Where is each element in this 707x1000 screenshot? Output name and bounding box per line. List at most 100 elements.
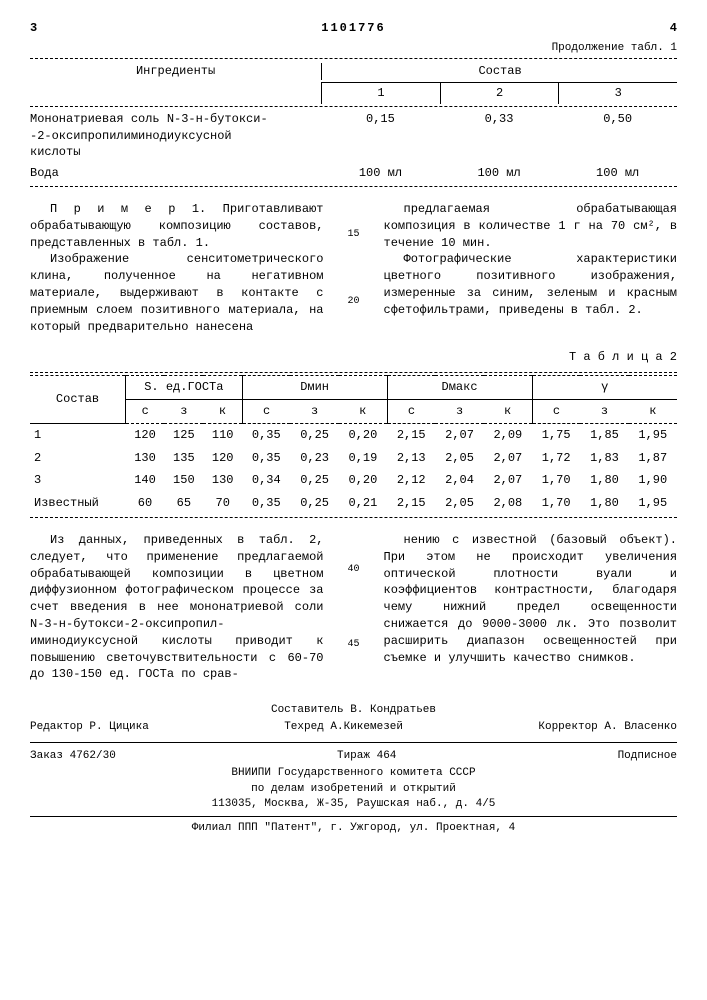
t2-row-label: 1 [30, 423, 126, 446]
t2-cell: 0,34 [242, 469, 290, 492]
table1-row-label: Вода [30, 165, 321, 182]
t2-subheader: к [484, 399, 532, 423]
footer-subscribed: Подписное [618, 749, 677, 764]
t2-cell: 2,04 [435, 469, 483, 492]
t2-cell: 2,07 [484, 447, 532, 470]
footer: Составитель В. Кондратьев Редактор Р. Ци… [30, 703, 677, 837]
footer-corrector: Корректор А. Власенко [538, 720, 677, 735]
footer-editor: Редактор Р. Цицика [30, 720, 149, 735]
t2-col-gamma: γ [532, 376, 677, 400]
t2-subheader: з [580, 399, 628, 423]
table1-cell: 0,50 [558, 111, 677, 161]
t2-cell: 0,20 [339, 469, 387, 492]
t2-subheader: к [339, 399, 387, 423]
t2-subheader: к [203, 399, 242, 423]
t2-cell: 1,85 [580, 423, 628, 446]
t2-cell: 2,09 [484, 423, 532, 446]
t2-cell: 2,12 [387, 469, 435, 492]
line-marker: 20 [348, 295, 360, 309]
table1-cell: 100 мл [440, 165, 559, 182]
t2-cell: 2,15 [387, 423, 435, 446]
t2-cell: 1,83 [580, 447, 628, 470]
footer-techred: Техред А.Кикемезей [284, 720, 403, 735]
t2-cell: 1,80 [580, 492, 628, 515]
t2-cell: 125 [164, 423, 203, 446]
table2-row: 21301351200,350,230,192,132,052,071,721,… [30, 447, 677, 470]
paragraph: нению с известной (базовый объект). При … [384, 532, 678, 666]
t2-col-composition: Состав [30, 376, 126, 424]
t2-cell: 0,20 [339, 423, 387, 446]
t2-cell: 2,08 [484, 492, 532, 515]
table1-col-composition: Состав [321, 63, 678, 80]
table1-cell: 0,15 [321, 111, 440, 161]
footer-addr1: 113035, Москва, Ж-35, Раушская наб., д. … [30, 797, 677, 812]
footer-tirazh: Тираж 464 [337, 749, 396, 764]
table2: Состав S. ед.ГОСТа Dмин Dмакс γ сзксзксз… [30, 375, 677, 515]
line-marker: 15 [348, 228, 360, 242]
table1-row: Мононатриевая соль N-3-н-бутокси--2-окси… [30, 109, 677, 163]
t2-cell: 1,70 [532, 492, 580, 515]
table-continuation: Продолжение табл. 1 [30, 41, 677, 56]
page-num-right: 4 [670, 20, 677, 37]
t2-cell: 2,05 [435, 447, 483, 470]
t2-cell: 1,75 [532, 423, 580, 446]
paragraph: Фотографические характеристики цветного … [384, 251, 678, 318]
t2-subheader: с [242, 399, 290, 423]
t2-cell: 2,05 [435, 492, 483, 515]
t2-cell: 2,07 [435, 423, 483, 446]
t2-subheader: з [435, 399, 483, 423]
table1-col-3: 3 [558, 83, 677, 104]
t2-row-label: 3 [30, 469, 126, 492]
t2-col-dmin: Dмин [242, 376, 387, 400]
t2-row-label: 2 [30, 447, 126, 470]
t2-cell: 0,35 [242, 492, 290, 515]
t2-cell: 1,70 [532, 469, 580, 492]
t2-subheader: к [629, 399, 677, 423]
page-header: 3 1101776 4 [30, 20, 677, 37]
t2-cell: 120 [203, 447, 242, 470]
t2-cell: 1,87 [629, 447, 677, 470]
t2-cell: 0,25 [290, 492, 338, 515]
t2-cell: 65 [164, 492, 203, 515]
table1-row-label: Мононатриевая соль N-3-н-бутокси--2-окси… [30, 111, 321, 161]
page-num-left: 3 [30, 20, 37, 37]
t2-subheader: з [164, 399, 203, 423]
t2-col-s: S. ед.ГОСТа [126, 376, 243, 400]
t2-cell: 120 [126, 423, 165, 446]
t2-subheader: з [290, 399, 338, 423]
table1-col-1: 1 [321, 83, 440, 104]
table2-title: Т а б л и ц а 2 [30, 349, 677, 366]
paragraph: П р и м е р 1. Приготавливают обрабатыва… [30, 201, 324, 251]
paragraph: Из данных, приведенных в табл. 2, следуе… [30, 532, 324, 683]
t2-cell: 70 [203, 492, 242, 515]
t2-cell: 60 [126, 492, 165, 515]
footer-addr2: Филиал ППП "Патент", г. Ужгород, ул. Про… [30, 821, 677, 836]
footer-org1: ВНИИПИ Государственного комитета СССР [30, 766, 677, 781]
table1-cell: 0,33 [440, 111, 559, 161]
t2-subheader: с [532, 399, 580, 423]
t2-cell: 1,95 [629, 492, 677, 515]
t2-cell: 130 [203, 469, 242, 492]
t2-cell: 0,21 [339, 492, 387, 515]
paragraph: предлагаемая обрабатывающая композиция в… [384, 201, 678, 251]
t2-cell: 1,90 [629, 469, 677, 492]
t2-cell: 110 [203, 423, 242, 446]
line-marker: 40 [348, 563, 360, 577]
table1-row: Вода100 мл100 мл100 мл [30, 163, 677, 184]
table2-row: 31401501300,340,250,202,122,042,071,701,… [30, 469, 677, 492]
t2-cell: 0,35 [242, 447, 290, 470]
t2-col-dmax: Dмакс [387, 376, 532, 400]
table1-cell: 100 мл [321, 165, 440, 182]
text-block-2: Из данных, приведенных в табл. 2, следуе… [30, 532, 677, 683]
t2-cell: 0,19 [339, 447, 387, 470]
t2-cell: 1,72 [532, 447, 580, 470]
text-block-1: П р и м е р 1. Приготавливают обрабатыва… [30, 201, 677, 335]
line-marker: 45 [348, 638, 360, 652]
doc-number: 1101776 [321, 20, 385, 37]
footer-order: Заказ 4762/30 [30, 749, 116, 764]
t2-cell: 0,23 [290, 447, 338, 470]
t2-cell: 135 [164, 447, 203, 470]
t2-cell: 2,13 [387, 447, 435, 470]
t2-cell: 150 [164, 469, 203, 492]
t2-cell: 2,15 [387, 492, 435, 515]
